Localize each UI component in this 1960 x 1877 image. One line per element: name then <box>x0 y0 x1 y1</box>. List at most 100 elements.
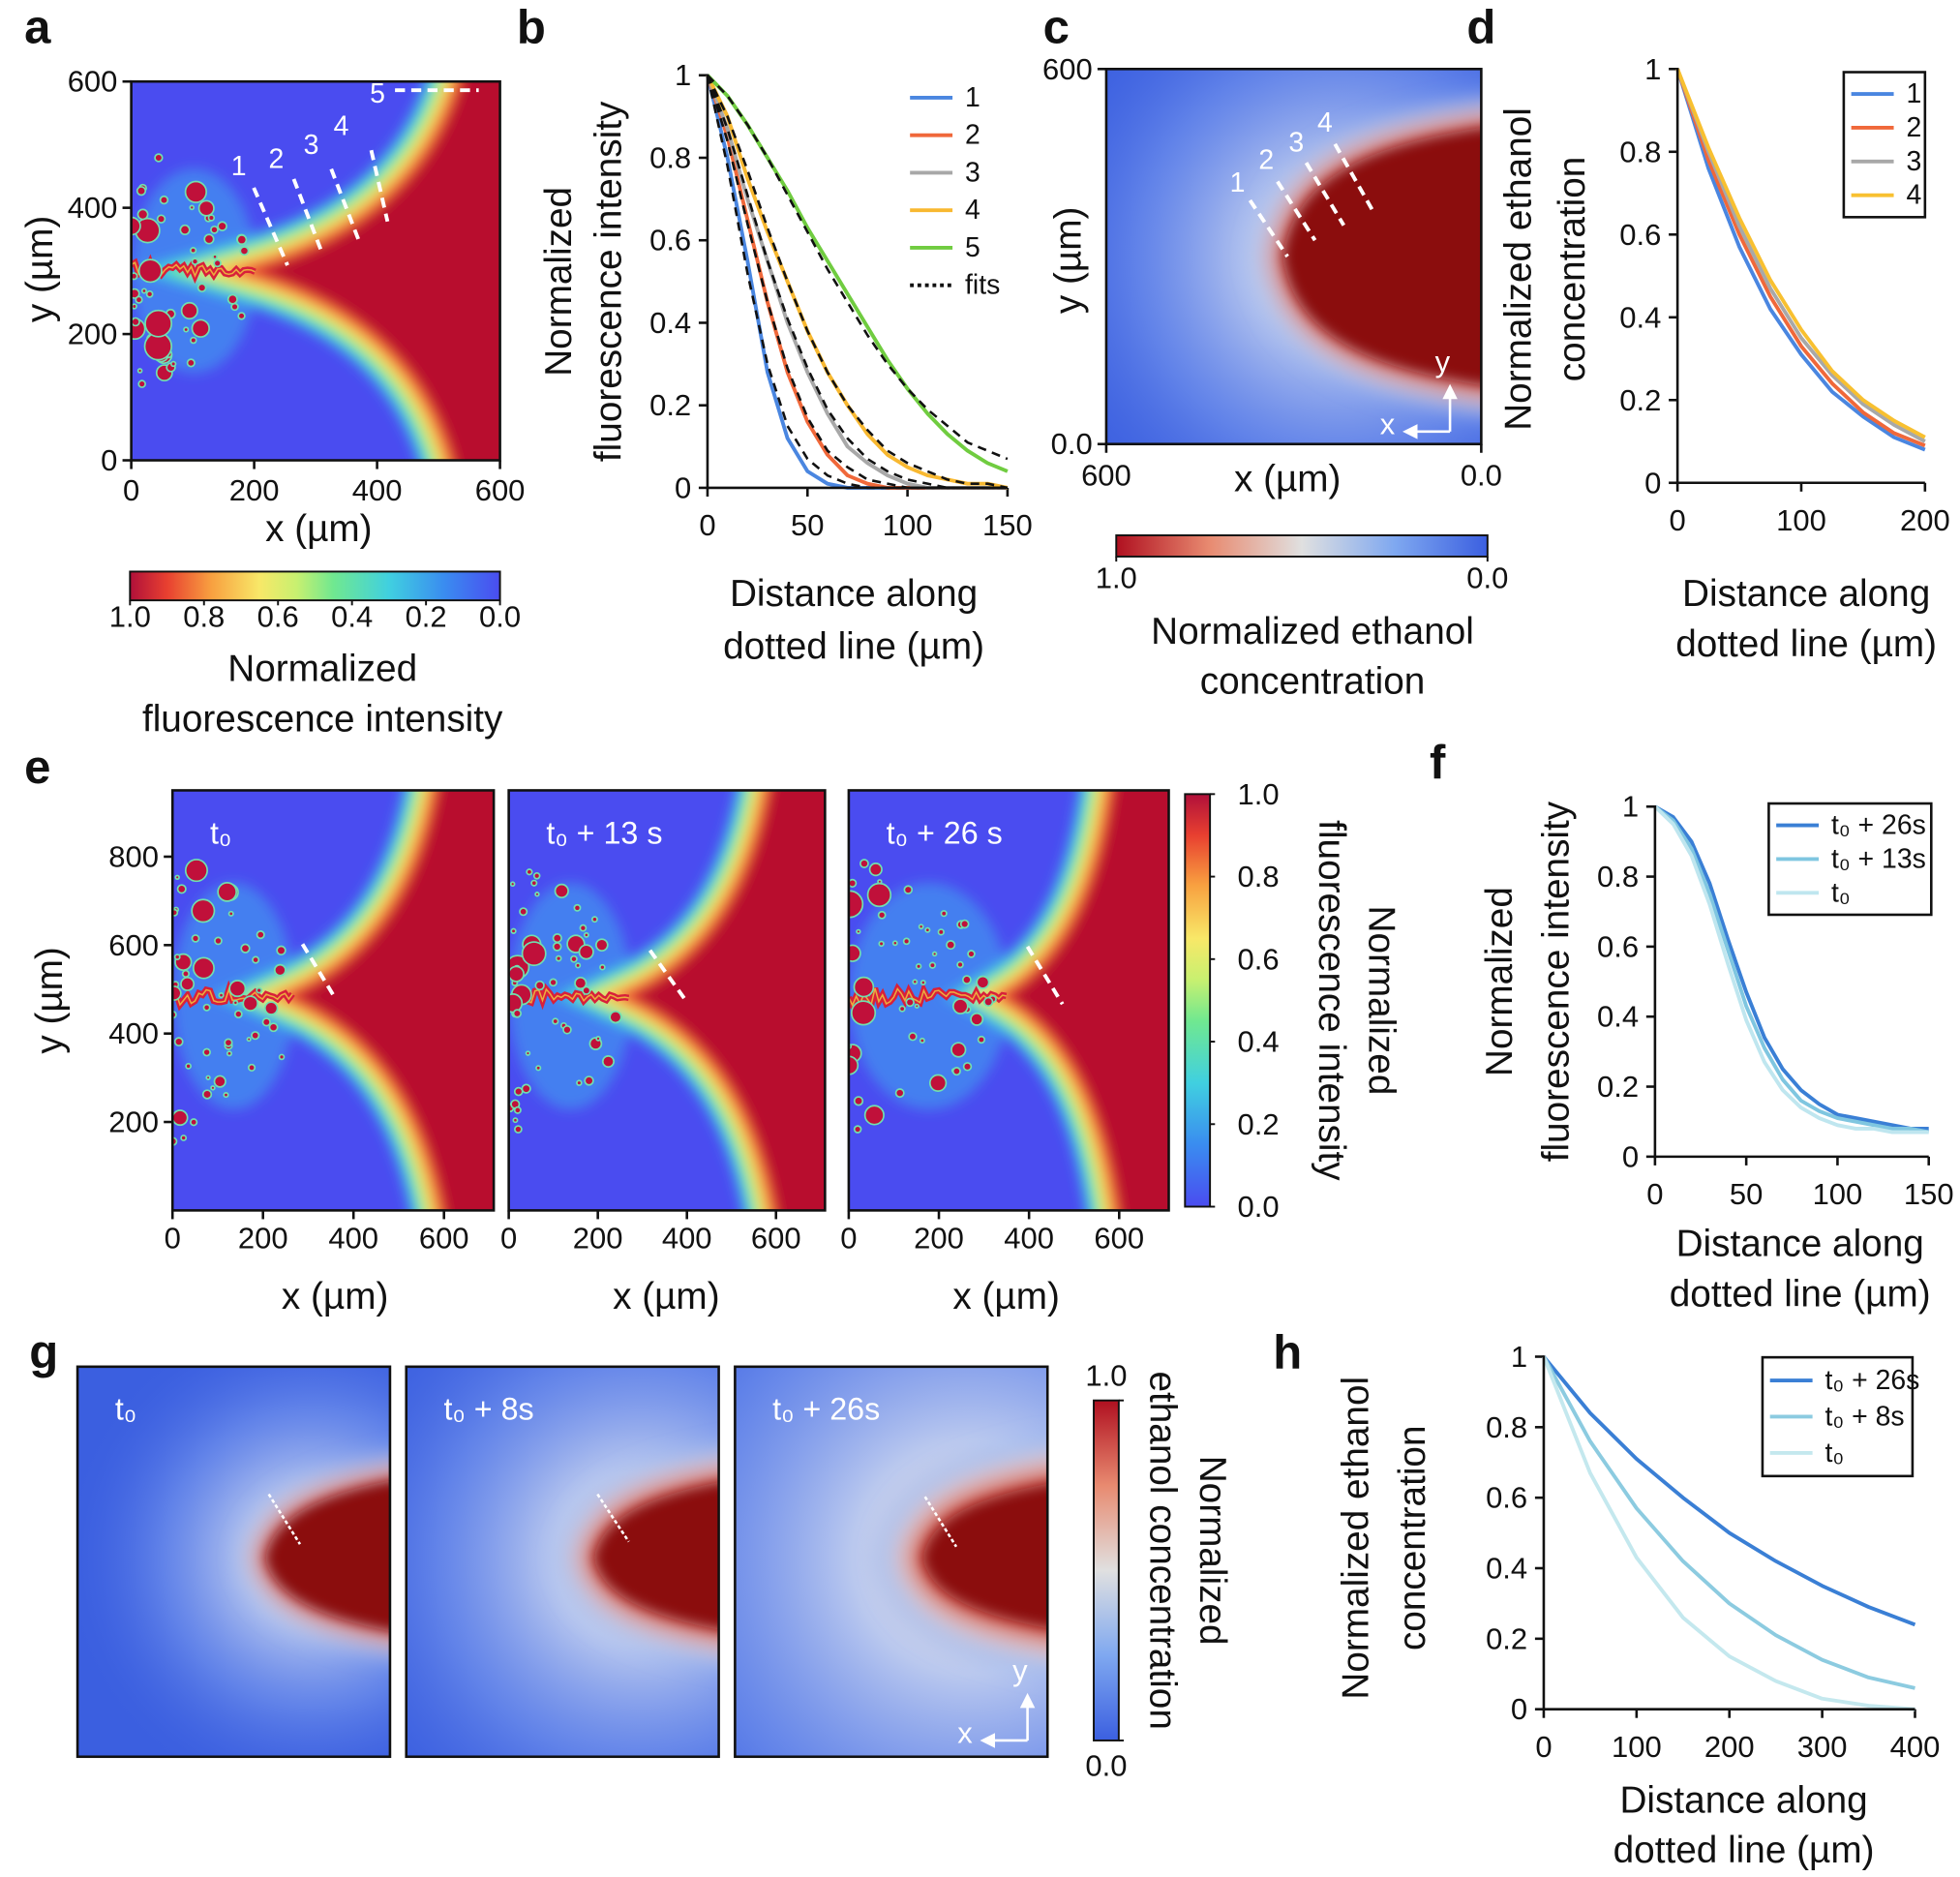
arrow-head <box>1019 1692 1036 1709</box>
series-line <box>1653 804 1930 1135</box>
droplet <box>154 153 164 163</box>
x-tick-label: 100 <box>1813 1177 1863 1211</box>
y-tick-label: 0.4 <box>1597 1000 1639 1034</box>
droplet <box>853 976 875 998</box>
y-tick-label: 400 <box>68 191 118 225</box>
high-intensity-region <box>632 790 826 1211</box>
droplet <box>950 1042 967 1058</box>
x-tick-label: 0 <box>699 508 715 542</box>
dotted-line <box>648 949 689 1005</box>
x-axis-label: dotted line (µm) <box>1670 1273 1931 1315</box>
streak-edge <box>172 987 293 1007</box>
legend-label: t₀ + 13s <box>1831 843 1926 874</box>
droplet <box>172 1109 189 1127</box>
colorbar-tick-label: 0.6 <box>257 599 299 633</box>
droplet <box>912 979 919 985</box>
droplet <box>555 954 562 962</box>
droplet <box>931 951 938 957</box>
x-axis-label: dotted line (µm) <box>1675 623 1937 665</box>
x-tick-label: 0 <box>1646 1177 1663 1211</box>
fit-line <box>707 74 1009 461</box>
y-axis-label: y (µm) <box>19 216 61 323</box>
colorbar-tick-label: 0.0 <box>1238 1190 1280 1224</box>
droplet <box>920 980 926 985</box>
y-tick-label: 0 <box>1622 1139 1639 1173</box>
x-tick-label: 400 <box>1890 1730 1941 1764</box>
droplet <box>251 1031 260 1041</box>
streak-edge <box>848 987 1007 1008</box>
droplet <box>202 1003 211 1012</box>
droplet <box>940 910 948 918</box>
y-tick-label: 0 <box>1644 466 1661 500</box>
x-axis-label: Distance along <box>1676 1224 1924 1265</box>
image <box>406 1366 719 1757</box>
series-line <box>706 74 1009 473</box>
x-tick-label: 50 <box>791 508 824 542</box>
intensity-band <box>618 790 783 1211</box>
legend-label: 4 <box>1906 180 1921 211</box>
droplet <box>184 859 209 883</box>
colorbar-tick-label: 0.4 <box>331 599 373 633</box>
droplet <box>898 1005 906 1013</box>
y-axis-label: concentration <box>1392 1425 1433 1650</box>
droplet <box>509 881 516 888</box>
droplet <box>574 962 582 969</box>
droplet <box>180 301 198 320</box>
y-tick-label: 0.2 <box>1619 383 1661 417</box>
x-tick-label: 50 <box>1730 1177 1763 1211</box>
image <box>172 790 495 1211</box>
droplet <box>227 910 234 917</box>
arrow-label: x <box>957 1716 973 1750</box>
high-intensity-region <box>256 81 500 461</box>
colorbar-label: ethanol concentration <box>1142 1371 1184 1729</box>
droplet <box>956 960 964 969</box>
colorbar-label: Normalized <box>1191 1456 1233 1646</box>
y-tick-label: 1 <box>1644 52 1661 86</box>
y-tick-label: 0.4 <box>649 306 691 340</box>
y-tick-label: 0 <box>675 470 691 504</box>
droplet <box>961 975 972 985</box>
series-line <box>1653 804 1929 1135</box>
x-tick-label: 600 <box>1081 459 1131 493</box>
legend-label: t₀ <box>1831 877 1851 908</box>
droplet <box>576 1079 583 1086</box>
droplet <box>189 204 196 211</box>
droplet <box>521 941 547 967</box>
droplet <box>919 1037 925 1044</box>
droplet <box>190 336 197 345</box>
droplet <box>242 995 259 1012</box>
droplet <box>595 1036 601 1042</box>
droplet <box>599 963 606 971</box>
frame-label: t₀ <box>115 1392 136 1427</box>
y-axis-label: y (µm) <box>1048 207 1090 315</box>
droplet <box>526 868 533 876</box>
colorbar <box>129 570 501 602</box>
y-tick-label: 0.0 <box>1051 427 1093 461</box>
y-tick-label: 0.8 <box>649 140 691 174</box>
droplet <box>145 289 154 298</box>
droplet <box>918 923 924 930</box>
droplet <box>191 898 216 923</box>
droplet <box>191 257 199 265</box>
colorbar-label: Normalized <box>227 649 417 690</box>
y-tick-label: 0.2 <box>649 388 691 422</box>
droplet <box>137 379 146 388</box>
colorbar-tick-label: 1.0 <box>1085 1358 1127 1392</box>
x-axis-label: Distance along <box>1682 573 1930 615</box>
frame-label: t₀ + 8s <box>443 1392 533 1427</box>
droplet <box>508 993 524 1014</box>
series-line <box>1675 68 1926 452</box>
dotted-line <box>267 1493 302 1545</box>
droplet <box>240 943 251 954</box>
x-axis-label: x (µm) <box>282 1276 389 1317</box>
image <box>131 81 500 461</box>
legend-label: 2 <box>1906 112 1921 143</box>
y-tick-label: 800 <box>108 839 159 873</box>
y-tick-label: 0.4 <box>1619 300 1661 334</box>
line-number: 4 <box>334 111 349 142</box>
y-tick-label: 600 <box>68 65 118 99</box>
dotted-line <box>923 1496 958 1548</box>
colorbar-label: fluorescence intensity <box>142 698 503 740</box>
droplet <box>276 945 286 956</box>
